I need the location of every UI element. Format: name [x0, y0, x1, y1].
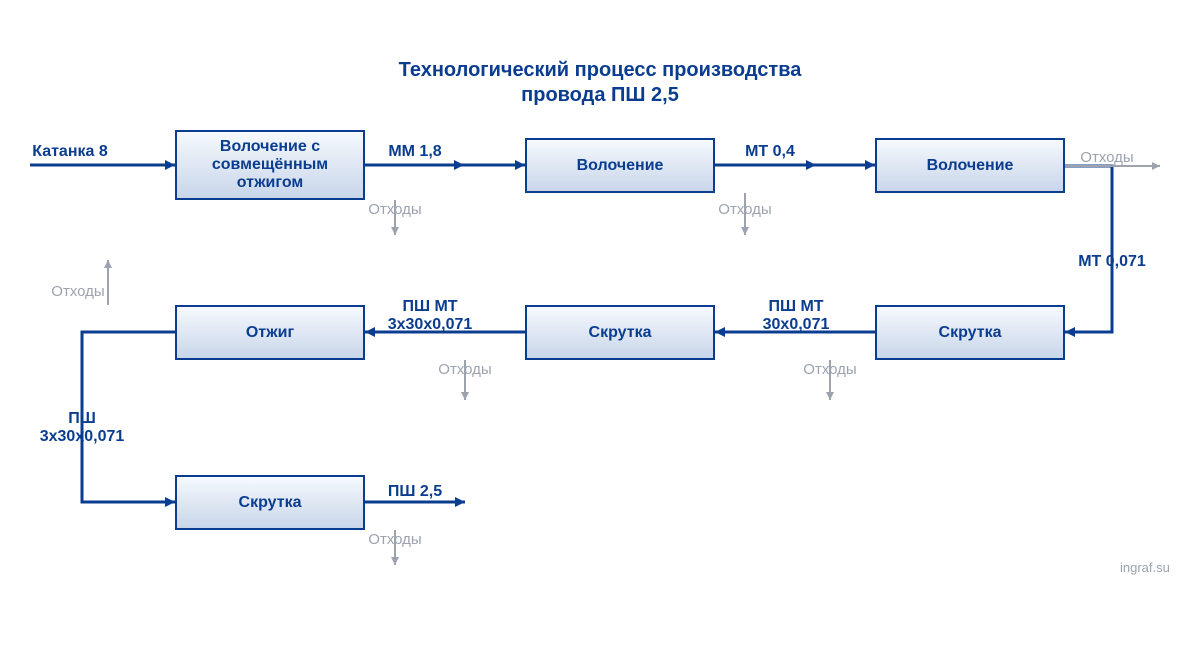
node-twist-1: Скрутка: [875, 305, 1065, 360]
node-anneal: Отжиг: [175, 305, 365, 360]
node-drawing-anneal: Волочение с совмещённым отжигом: [175, 130, 365, 200]
waste-label-5: Отходы: [435, 361, 495, 378]
node-drawing-3: Волочение: [875, 138, 1065, 193]
label-mt04: МТ 0,4: [734, 143, 806, 161]
label-psh-3x30: ПШ МТ 3х30х0,071: [372, 298, 488, 335]
node-label: Волочение: [927, 157, 1014, 175]
label-psh-25: ПШ 2,5: [378, 483, 452, 501]
label-mm18: ММ 1,8: [378, 143, 452, 161]
node-twist-3: Скрутка: [175, 475, 365, 530]
node-label: Отжиг: [246, 324, 294, 342]
watermark: ingraf.su: [1120, 560, 1170, 575]
waste-label-3: Отходы: [1077, 149, 1137, 166]
label-psh-30: ПШ МТ 30х0,071: [745, 298, 847, 335]
waste-label-7: Отходы: [365, 531, 425, 548]
node-label: Скрутка: [939, 324, 1002, 342]
node-label: Волочение: [577, 157, 664, 175]
label-psh-3x30-2: ПШ 3х30х0,071: [24, 410, 140, 447]
node-label: Скрутка: [239, 494, 302, 512]
waste-label-6: Отходы: [48, 283, 108, 300]
node-label: Волочение с совмещённым отжигом: [185, 138, 355, 192]
waste-label-4: Отходы: [800, 361, 860, 378]
waste-label-1: Отходы: [365, 201, 425, 218]
label-input: Катанка 8: [30, 143, 110, 161]
label-mt0071: МТ 0,071: [1070, 253, 1154, 271]
waste-label-2: Отходы: [715, 201, 775, 218]
node-twist-2: Скрутка: [525, 305, 715, 360]
node-label: Скрутка: [589, 324, 652, 342]
node-drawing-2: Волочение: [525, 138, 715, 193]
